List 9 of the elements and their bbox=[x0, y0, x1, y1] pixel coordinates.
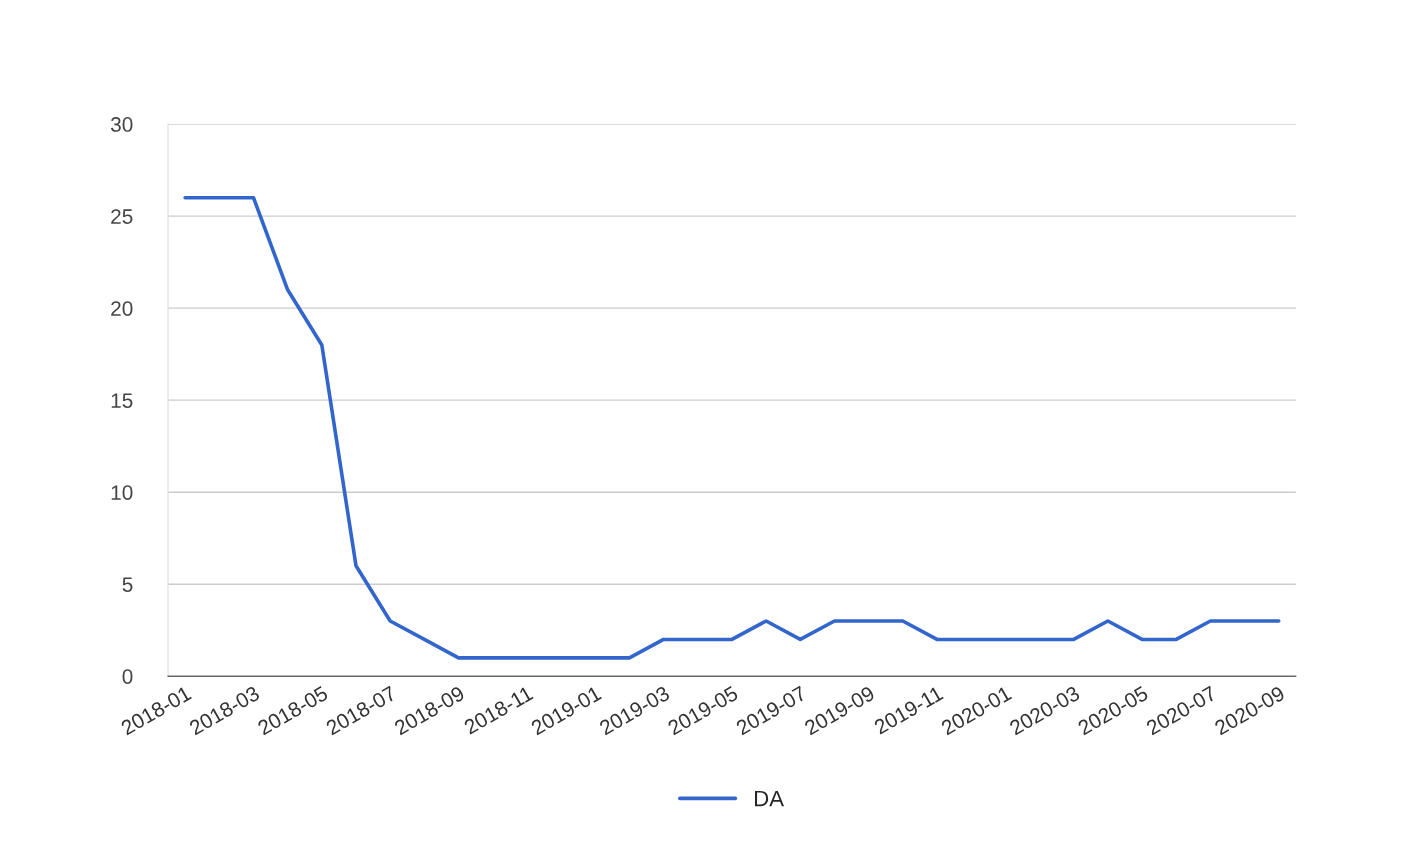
y-tick-label: 0 bbox=[122, 669, 133, 684]
y-tick-label: 15 bbox=[111, 393, 133, 408]
legend-label: DA bbox=[754, 790, 784, 807]
line-series bbox=[183, 195, 1281, 660]
y-tick-label: 30 bbox=[110, 117, 133, 132]
y-tick-label: 5 bbox=[122, 577, 133, 592]
y-tick-label: 25 bbox=[111, 209, 133, 224]
y-tick-label: 10 bbox=[111, 485, 133, 500]
y-tick-label: 20 bbox=[111, 301, 133, 316]
